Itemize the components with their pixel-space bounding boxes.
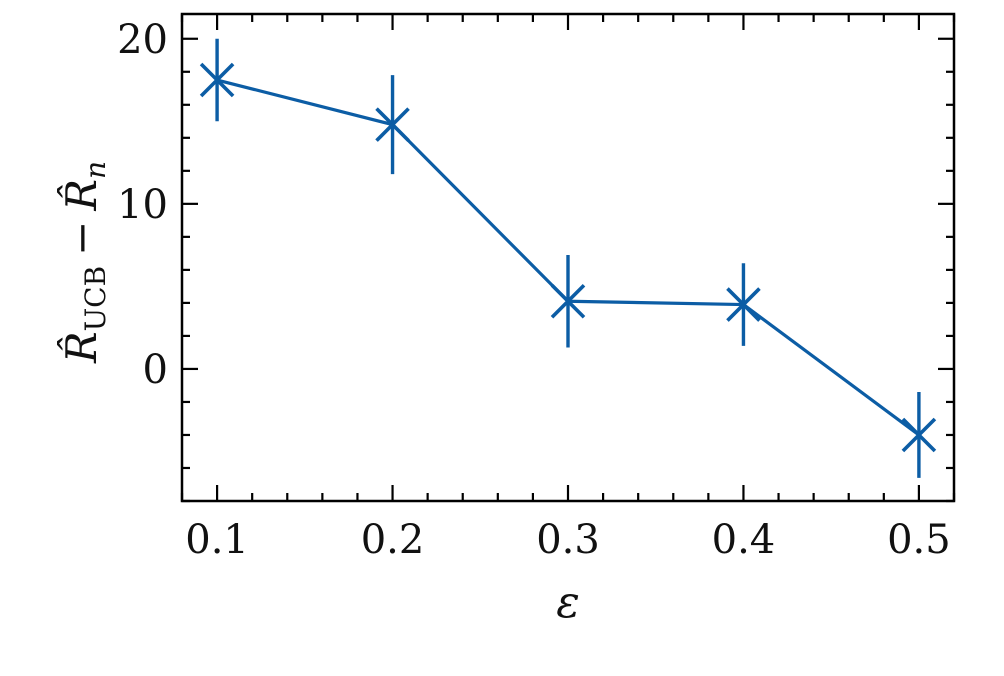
marker-stroke (199, 62, 235, 98)
series-layer (199, 38, 937, 478)
svg-text:R̂UCB−R̂n: R̂UCB−R̂n (55, 161, 112, 364)
y-axis-label-subscript2: n (79, 161, 112, 179)
x-tick-label: 0.4 (712, 517, 776, 563)
x-tick-label: 0.2 (361, 517, 425, 563)
marker-stroke (375, 107, 410, 142)
data-point-marker (726, 287, 761, 322)
marker-stroke (901, 417, 937, 453)
x-tick-label: 0.5 (887, 517, 951, 563)
y-axis-label-subscript: UCB (79, 266, 112, 332)
data-point-marker (375, 107, 410, 142)
y-axis-label: R̂UCB−R̂n (55, 161, 112, 364)
y-tick-label: 20 (117, 17, 168, 63)
y-axis-label-main: R̂ (55, 331, 106, 364)
data-point-marker (901, 417, 937, 453)
marker-stroke (726, 287, 761, 322)
y-tick-label: 10 (117, 182, 168, 228)
y-axis-label-operator: − (57, 221, 106, 256)
x-axis-label: ε (556, 577, 580, 628)
ticks (180, 14, 956, 503)
x-tick-label: 0.3 (536, 517, 600, 563)
marker-stroke (550, 283, 586, 319)
tick-labels: 0.1 0.2 0.3 0.4 0.5 0 10 20 (117, 17, 951, 563)
data-point-marker (550, 283, 586, 319)
x-tick-label: 0.1 (185, 517, 249, 563)
y-tick-label: 0 (143, 347, 168, 393)
data-point-marker (199, 62, 235, 98)
y-axis-label-main2: R̂ (55, 179, 106, 212)
